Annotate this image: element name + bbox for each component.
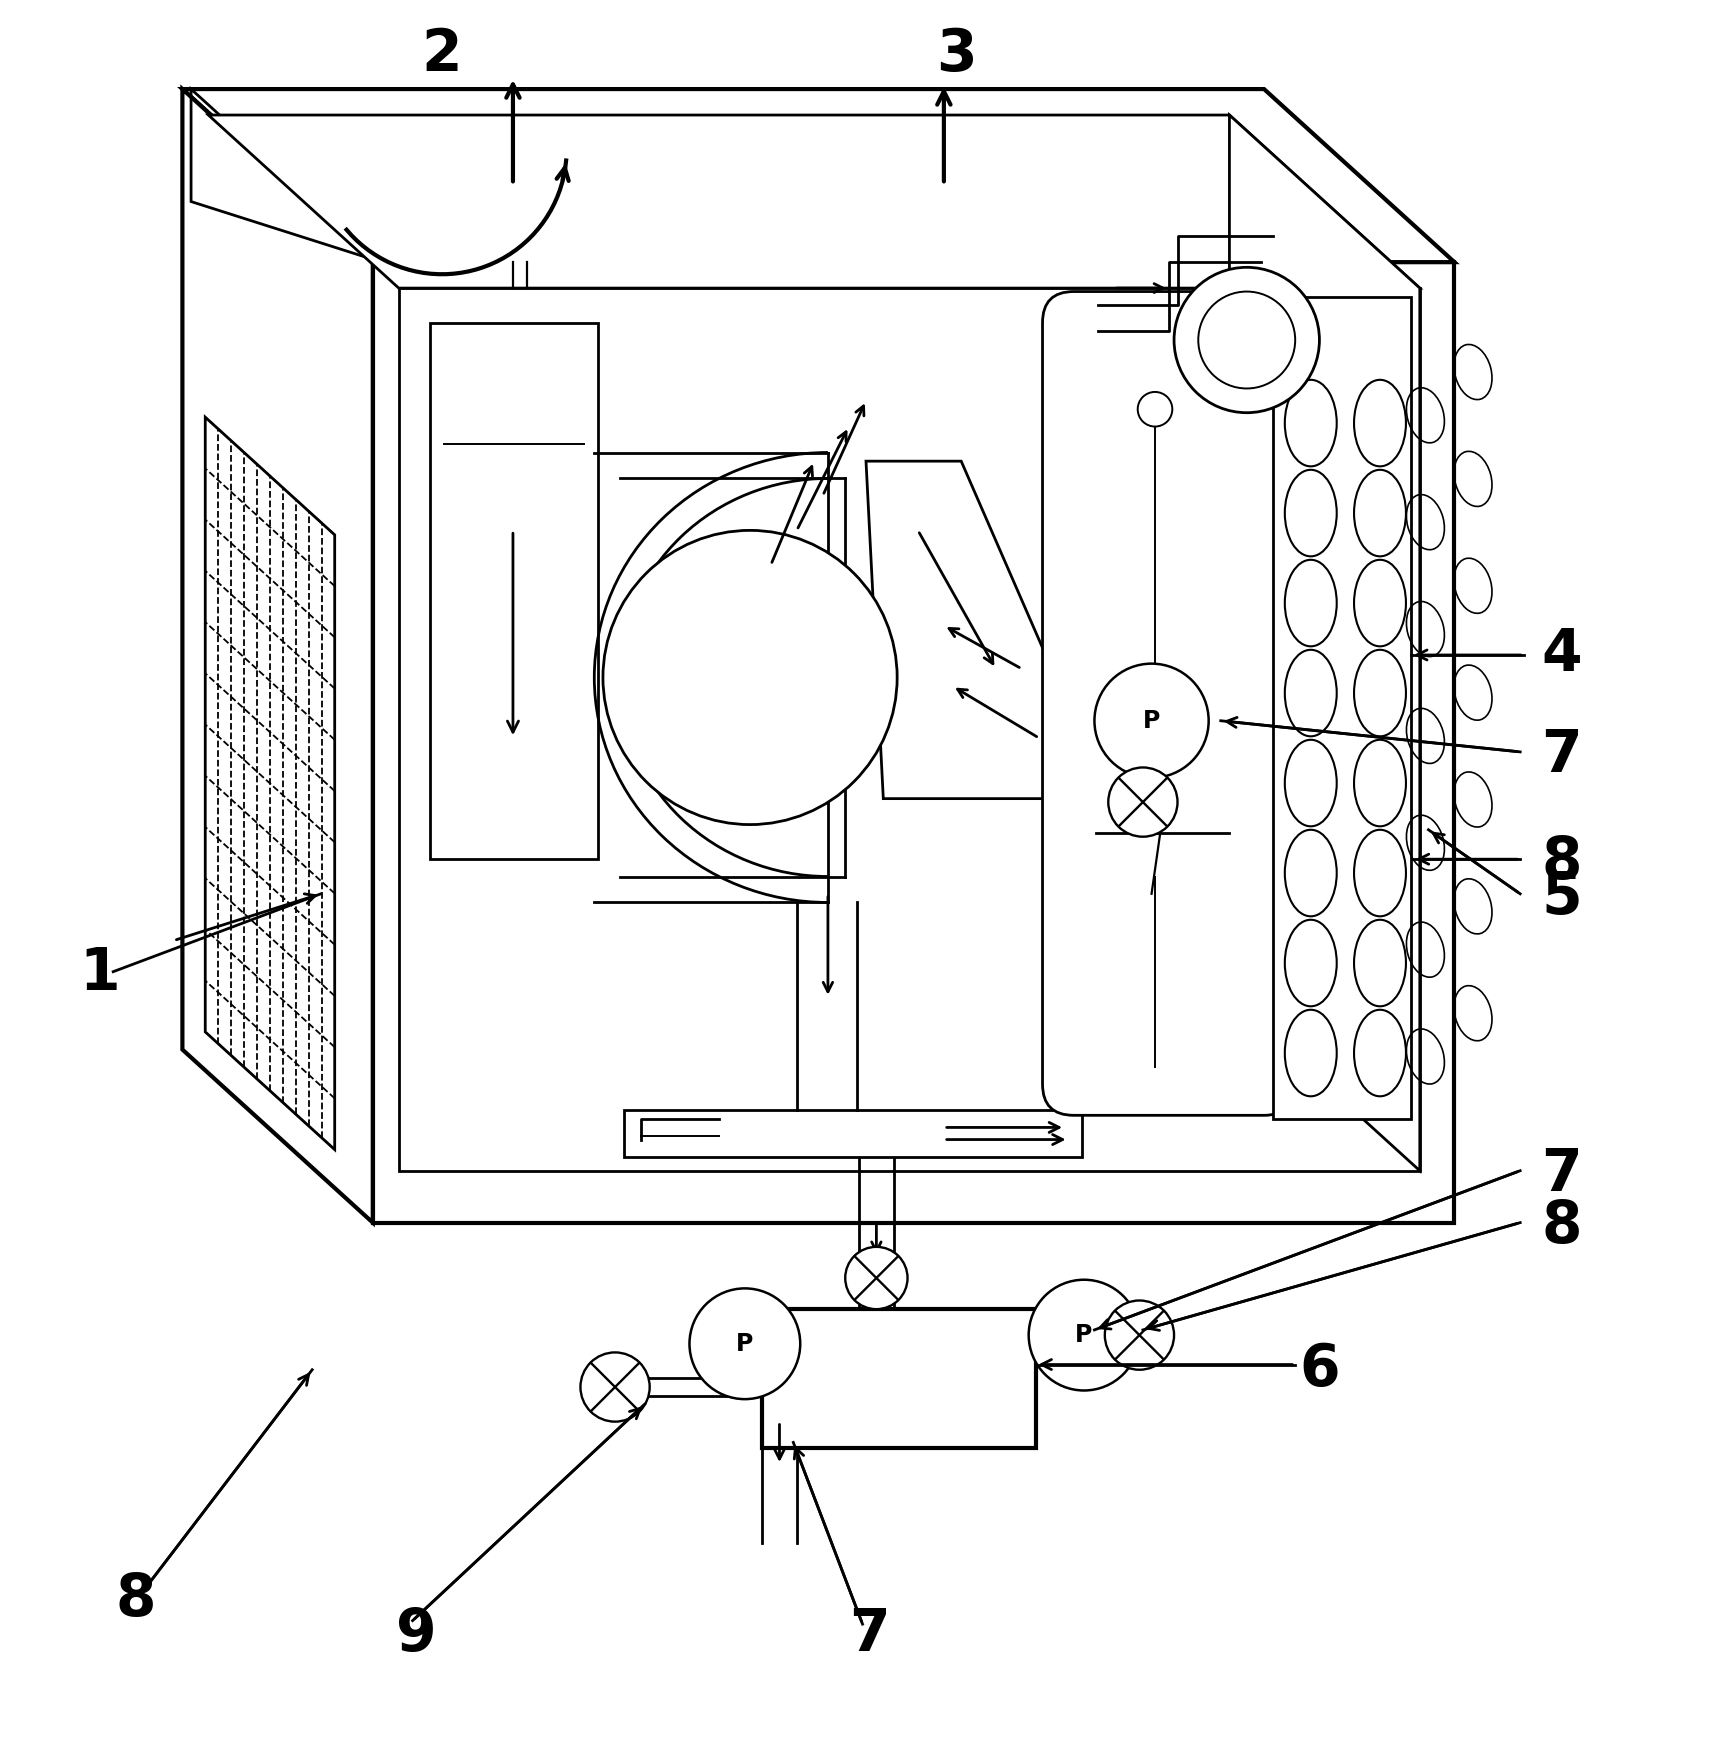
Circle shape — [580, 1352, 650, 1422]
Text: 8: 8 — [1541, 1197, 1581, 1255]
Polygon shape — [624, 1110, 1082, 1157]
Polygon shape — [398, 287, 1420, 1171]
Polygon shape — [430, 323, 598, 859]
Text: 3: 3 — [935, 26, 977, 82]
Text: 9: 9 — [395, 1606, 436, 1664]
Circle shape — [1029, 1280, 1140, 1390]
Polygon shape — [182, 89, 372, 1222]
Text: 7: 7 — [1541, 1146, 1581, 1203]
Polygon shape — [1273, 296, 1412, 1118]
Circle shape — [1174, 266, 1320, 412]
Text: 7: 7 — [849, 1606, 890, 1664]
Circle shape — [603, 531, 897, 824]
Polygon shape — [866, 461, 1108, 799]
Text: P: P — [736, 1332, 753, 1355]
Circle shape — [845, 1246, 908, 1309]
Text: P: P — [1143, 708, 1160, 733]
Text: 6: 6 — [1299, 1341, 1341, 1399]
FancyBboxPatch shape — [1043, 291, 1296, 1115]
Text: 2: 2 — [421, 26, 462, 82]
Text: P: P — [1076, 1324, 1093, 1346]
Polygon shape — [208, 116, 1420, 287]
Text: 7: 7 — [1541, 727, 1581, 784]
Circle shape — [1095, 664, 1209, 778]
Circle shape — [1138, 393, 1173, 426]
Text: 4: 4 — [1541, 626, 1581, 684]
Circle shape — [1108, 768, 1178, 836]
Text: 8: 8 — [116, 1571, 156, 1629]
Text: 8: 8 — [1541, 834, 1581, 891]
Polygon shape — [762, 1309, 1036, 1448]
Circle shape — [689, 1288, 800, 1399]
Polygon shape — [1230, 116, 1420, 1171]
Circle shape — [1105, 1301, 1174, 1369]
Text: 5: 5 — [1541, 869, 1581, 926]
Polygon shape — [182, 89, 1455, 263]
Text: 1: 1 — [80, 945, 120, 1003]
